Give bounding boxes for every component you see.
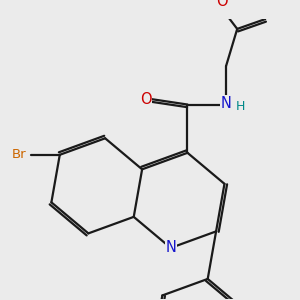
- Text: H: H: [236, 100, 245, 113]
- Text: N: N: [165, 240, 176, 255]
- Text: O: O: [216, 0, 228, 9]
- Text: Br: Br: [11, 148, 26, 161]
- Text: N: N: [221, 96, 232, 111]
- Text: O: O: [140, 92, 152, 107]
